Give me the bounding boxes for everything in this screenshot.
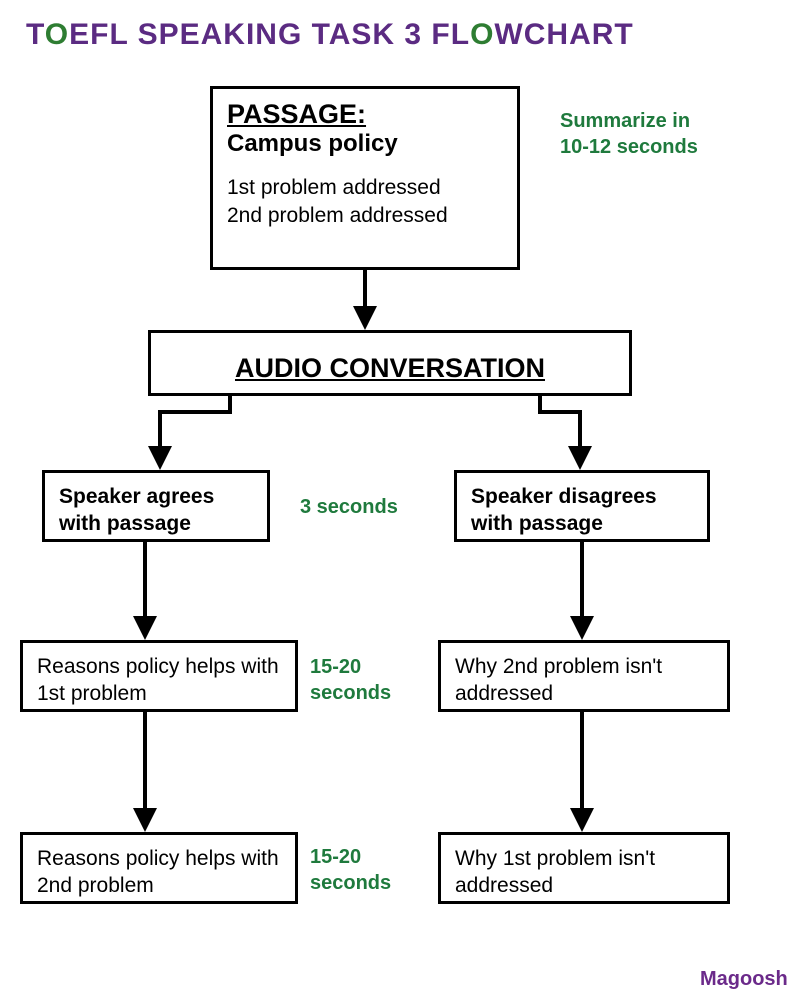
arrow-audio-to-disagree <box>540 396 580 466</box>
arrows-layer <box>0 0 798 1002</box>
arrow-audio-to-agree <box>160 396 230 466</box>
